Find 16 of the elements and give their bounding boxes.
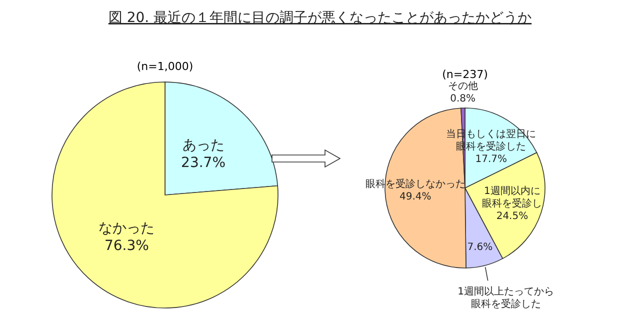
chart-subtitle: (n=237) <box>442 68 488 81</box>
chart-subtitle: (n=1,000) <box>136 60 194 73</box>
slice-label: あった <box>182 138 224 154</box>
data-label: 49.4% <box>400 191 432 202</box>
data-label: 0.8% <box>450 94 476 105</box>
data-label: 76.3% <box>104 238 149 254</box>
pie-slice <box>52 82 278 308</box>
data-label: 23.7% <box>181 155 226 172</box>
data-label: 17.7% <box>475 154 508 165</box>
slice-label: 1週間以上たってから眼科を受診した <box>458 286 554 310</box>
data-label: 24.5% <box>496 211 528 222</box>
slice-label: なかった <box>98 220 155 237</box>
data-label: 7.6% <box>467 242 493 254</box>
slice-label: 1週間以内に眼科を受診し <box>482 185 542 210</box>
text: 図 20. 最近の１年間に目の調子が悪くなったことがあったかどうか <box>108 10 532 26</box>
slice-label: その他 <box>448 80 478 92</box>
